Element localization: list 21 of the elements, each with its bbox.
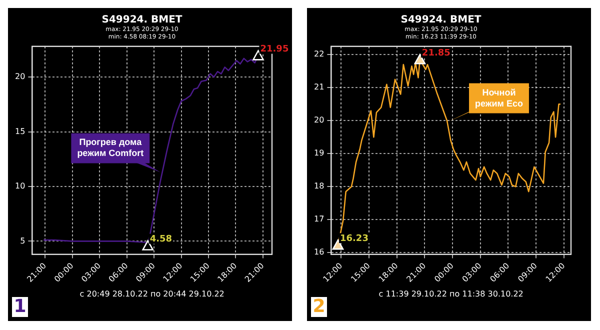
y-tick-label: 18 — [314, 182, 324, 191]
y-tick-label: 20 — [314, 116, 324, 125]
annotation: 16.23 — [340, 234, 368, 244]
y-tick-label: 21 — [314, 82, 324, 92]
text: 1 — [12, 296, 28, 317]
y-tick-label: 15 — [14, 126, 26, 136]
y-tick-label: 20 — [14, 72, 26, 82]
x-axis-title: с 11:39 29.10.22 по 11:38 30.10.22 — [378, 289, 524, 298]
y-tick-label: 5 — [20, 236, 26, 246]
y-tick-label: 19 — [314, 148, 324, 158]
annotation: 4.58 — [150, 234, 172, 245]
text: 2 — [311, 296, 327, 317]
annotation: 21.85 — [422, 48, 450, 58]
chart-title: S49924. BMET — [102, 14, 182, 26]
y-tick-label: 16 — [314, 248, 324, 257]
y-tick-label: 17 — [314, 214, 324, 224]
chart-title: S49924. BMET — [400, 14, 482, 26]
y-tick-label: 10 — [14, 182, 26, 191]
x-axis-title: с 20:49 28.10.22 по 20:44 29.10.22 — [80, 289, 224, 298]
y-tick-label: 22 — [314, 50, 324, 59]
annotation: 21.95 — [260, 44, 289, 55]
